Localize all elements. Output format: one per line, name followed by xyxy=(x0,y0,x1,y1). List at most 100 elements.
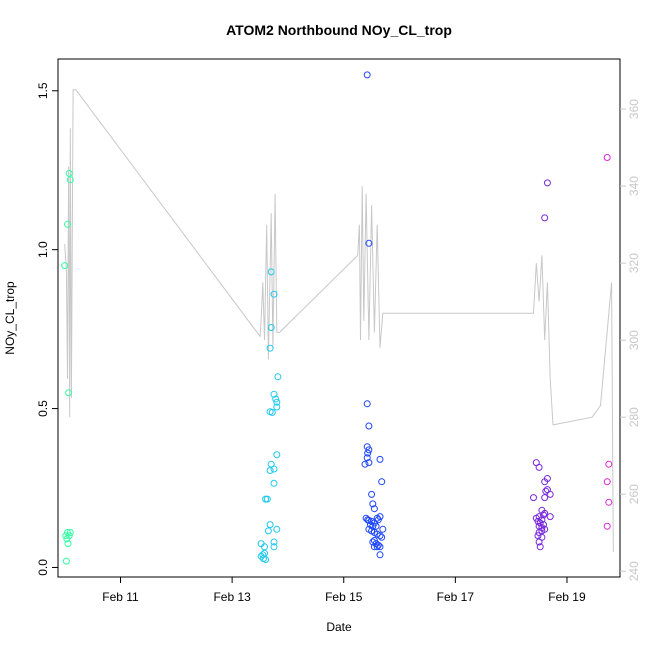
y2-tick-label: 340 xyxy=(627,176,641,196)
y-tick-label: 0.5 xyxy=(36,400,50,417)
data-point-series-4 xyxy=(536,543,544,551)
data-point-series-4 xyxy=(536,519,544,527)
data-point-series-2 xyxy=(270,543,278,551)
x-axis: Feb 11 Feb 13 Feb 15 Feb 17 Feb 19 xyxy=(102,577,586,604)
data-point-series-3 xyxy=(376,455,384,463)
data-point-series-2 xyxy=(266,344,274,352)
data-point-series-2 xyxy=(266,467,274,474)
x-axis-label: Date xyxy=(326,620,352,634)
data-point-series-3 xyxy=(363,454,371,462)
data-point-series-5 xyxy=(605,460,613,468)
data-point-series-3 xyxy=(379,525,387,533)
data-point-series-1 xyxy=(65,169,73,177)
chart-title: ATOM2 Northbound NOy_CL_trop xyxy=(226,22,452,38)
secondary-line-layer xyxy=(64,89,614,553)
data-point-series-2 xyxy=(262,556,270,563)
data-point-series-3 xyxy=(365,459,373,467)
data-point-series-4 xyxy=(540,511,547,519)
data-point-series-1 xyxy=(63,535,71,543)
data-point-series-4 xyxy=(541,494,549,502)
data-point-series-1 xyxy=(62,557,70,565)
y-axis: 0.0 0.5 1.0 1.5 xyxy=(36,82,58,576)
data-point-series-3 xyxy=(361,460,369,468)
data-point-series-2 xyxy=(272,395,280,403)
data-point-series-3 xyxy=(376,551,384,559)
data-point-series-5 xyxy=(603,522,611,530)
data-point-series-4 xyxy=(542,487,550,495)
data-point-series-4 xyxy=(541,478,549,486)
data-point-series-4 xyxy=(543,179,551,187)
y2-tick-label: 240 xyxy=(627,561,641,581)
data-point-series-2 xyxy=(263,495,271,503)
data-point-series-3 xyxy=(365,239,373,247)
data-point-series-4 xyxy=(541,509,549,517)
data-point-series-3 xyxy=(374,516,382,524)
data-point-series-2 xyxy=(268,408,276,416)
plot-area-frame xyxy=(57,58,621,578)
data-point-series-5 xyxy=(603,478,611,486)
y-tick-label: 1.0 xyxy=(36,241,50,258)
secondary-series-line xyxy=(64,89,614,553)
y2-tick-label: 360 xyxy=(627,99,641,119)
x-tick-label: Feb 17 xyxy=(437,590,475,604)
data-point-series-3 xyxy=(370,505,378,513)
data-point-series-1 xyxy=(61,262,69,270)
data-point-series-4 xyxy=(546,513,554,521)
data-point-series-4 xyxy=(530,494,537,502)
secondary-y-axis: 240 260 280 300 320 340 360 xyxy=(620,99,641,581)
data-point-series-3 xyxy=(370,543,378,551)
data-point-series-3 xyxy=(369,538,377,546)
data-point-series-2 xyxy=(264,527,272,535)
data-point-series-3 xyxy=(364,449,372,457)
data-point-series-4 xyxy=(534,517,542,525)
data-point-series-3 xyxy=(363,400,371,408)
data-point-series-3 xyxy=(374,541,382,549)
data-point-series-1 xyxy=(64,220,71,228)
data-point-series-5 xyxy=(603,154,611,161)
data-point-series-1 xyxy=(64,540,72,548)
data-point-series-2 xyxy=(273,451,281,459)
y-tick-label: 1.5 xyxy=(36,82,50,99)
x-tick-label: Feb 11 xyxy=(102,590,139,604)
data-point-series-3 xyxy=(378,478,386,486)
data-point-series-4 xyxy=(541,214,549,222)
data-point-series-3 xyxy=(373,543,381,551)
data-point-series-2 xyxy=(270,465,278,473)
y2-tick-label: 300 xyxy=(627,330,641,350)
data-point-series-2 xyxy=(273,403,281,411)
data-point-series-3 xyxy=(372,522,380,530)
x-tick-label: Feb 19 xyxy=(548,590,586,604)
data-point-series-5 xyxy=(605,498,613,506)
data-point-series-2 xyxy=(274,373,282,381)
data-point-series-1 xyxy=(66,176,74,184)
y-tick-label: 0.0 xyxy=(36,559,50,576)
data-point-series-3 xyxy=(368,490,376,498)
data-point-series-1 xyxy=(65,389,73,397)
data-point-series-2 xyxy=(270,538,278,546)
data-point-series-2 xyxy=(257,552,265,560)
data-point-series-2 xyxy=(270,290,278,298)
y2-tick-label: 260 xyxy=(627,484,641,504)
y-axis-label: NOy_CL_trop xyxy=(3,281,17,355)
data-point-series-3 xyxy=(376,532,384,540)
points-layer xyxy=(61,71,613,565)
data-point-series-3 xyxy=(365,422,373,430)
data-point-series-1 xyxy=(66,529,74,536)
x-tick-label: Feb 15 xyxy=(325,590,363,604)
data-point-series-2 xyxy=(267,268,275,276)
data-point-series-2 xyxy=(270,390,278,398)
data-point-series-3 xyxy=(378,533,386,541)
data-point-series-2 xyxy=(273,525,281,533)
data-point-series-3 xyxy=(369,500,377,508)
y2-tick-label: 320 xyxy=(627,253,641,273)
data-point-series-4 xyxy=(535,538,543,546)
data-point-series-3 xyxy=(363,71,371,79)
data-point-series-2 xyxy=(273,398,281,406)
data-point-series-4 xyxy=(535,463,543,471)
data-point-series-3 xyxy=(365,446,373,454)
x-tick-label: Feb 13 xyxy=(213,590,251,604)
y2-tick-label: 280 xyxy=(627,407,641,427)
data-point-series-2 xyxy=(270,479,278,487)
data-point-series-2 xyxy=(266,521,274,529)
